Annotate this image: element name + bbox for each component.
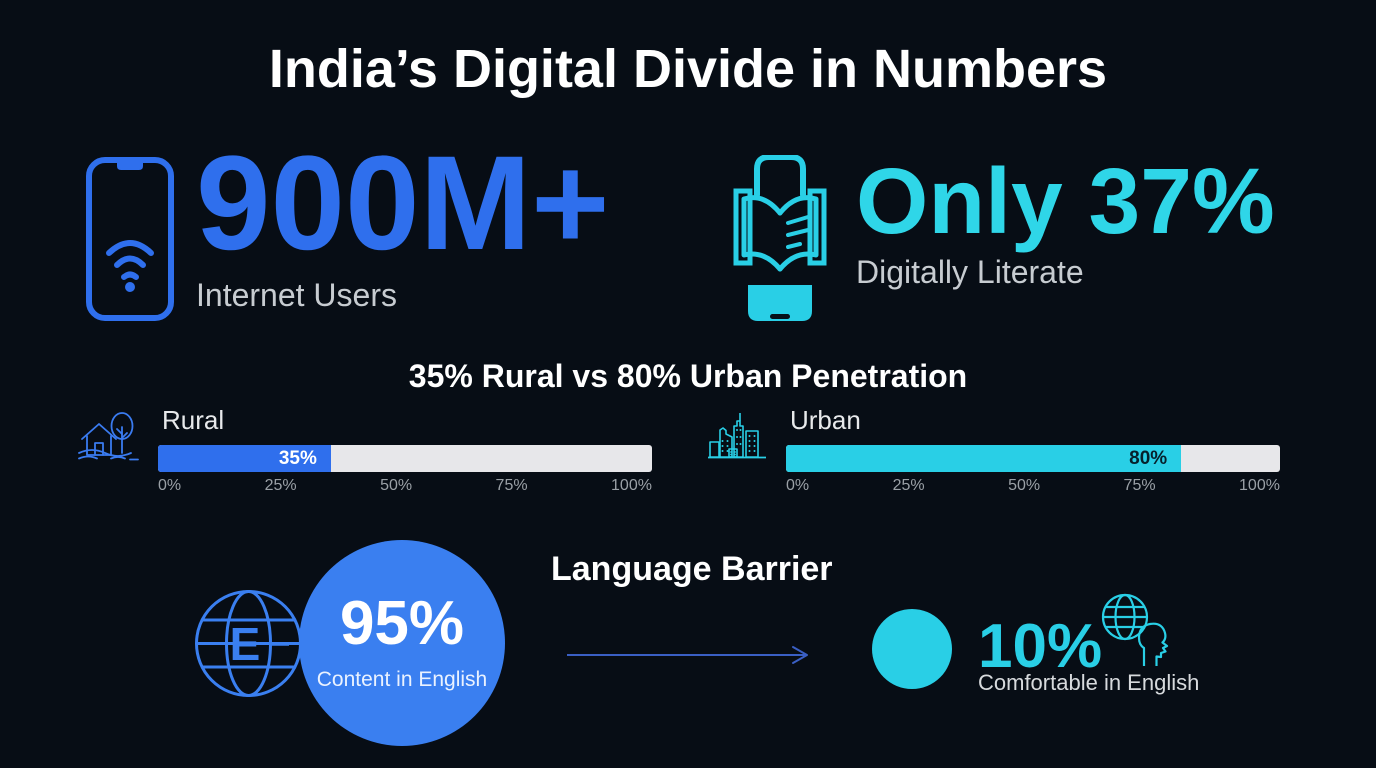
svg-text:E: E xyxy=(230,618,261,670)
